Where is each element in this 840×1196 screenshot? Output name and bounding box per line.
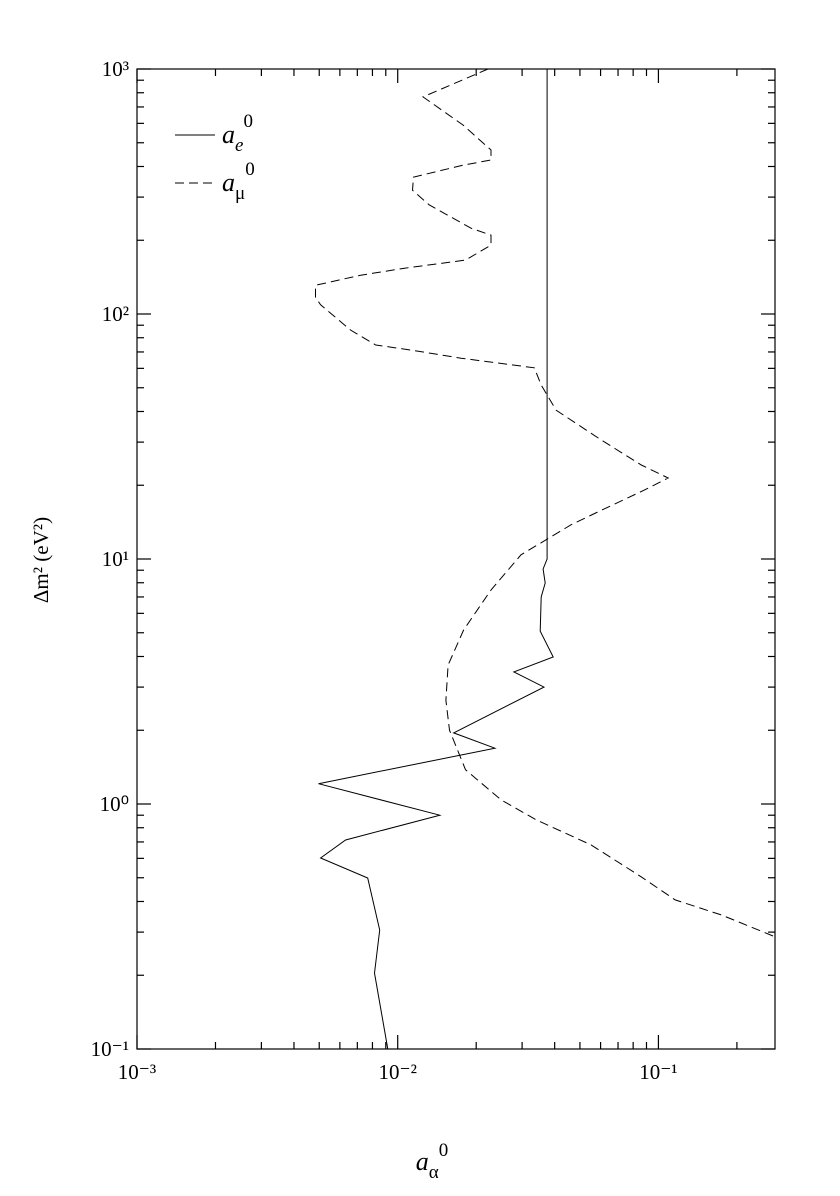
x-label-sup: 0 — [439, 1140, 449, 1161]
y-tick-label: 10¹ — [102, 547, 129, 571]
x-tick-label: 10⁻¹ — [639, 1060, 677, 1084]
y-axis-label: Δm² (eV²) — [29, 517, 53, 603]
legend-sub: μ — [235, 183, 245, 204]
legend-sub: e — [235, 135, 243, 156]
x-label-sub: α — [429, 1162, 439, 1183]
legend-sup: 0 — [243, 111, 253, 132]
x-label-base: a — [416, 1147, 429, 1176]
legend-label: aμ0 — [222, 159, 255, 204]
y-tick-label: 10⁻¹ — [91, 1037, 129, 1061]
x-tick-label: 10⁻³ — [118, 1060, 156, 1084]
x-tick-label: 10⁻² — [379, 1060, 417, 1084]
y-tick-label: 10³ — [102, 57, 129, 81]
y-tick-label: 10⁰ — [100, 792, 129, 816]
series-line — [315, 68, 776, 938]
legend-base: a — [222, 168, 235, 197]
legend-base: a — [222, 120, 235, 149]
plot-frame — [136, 68, 776, 1050]
legend-sup: 0 — [245, 159, 255, 180]
series-line — [318, 69, 554, 1050]
y-tick-label: 10² — [102, 302, 129, 326]
x-axis-label: aα0 — [416, 1140, 448, 1183]
legend-label: ae0 — [222, 111, 253, 156]
